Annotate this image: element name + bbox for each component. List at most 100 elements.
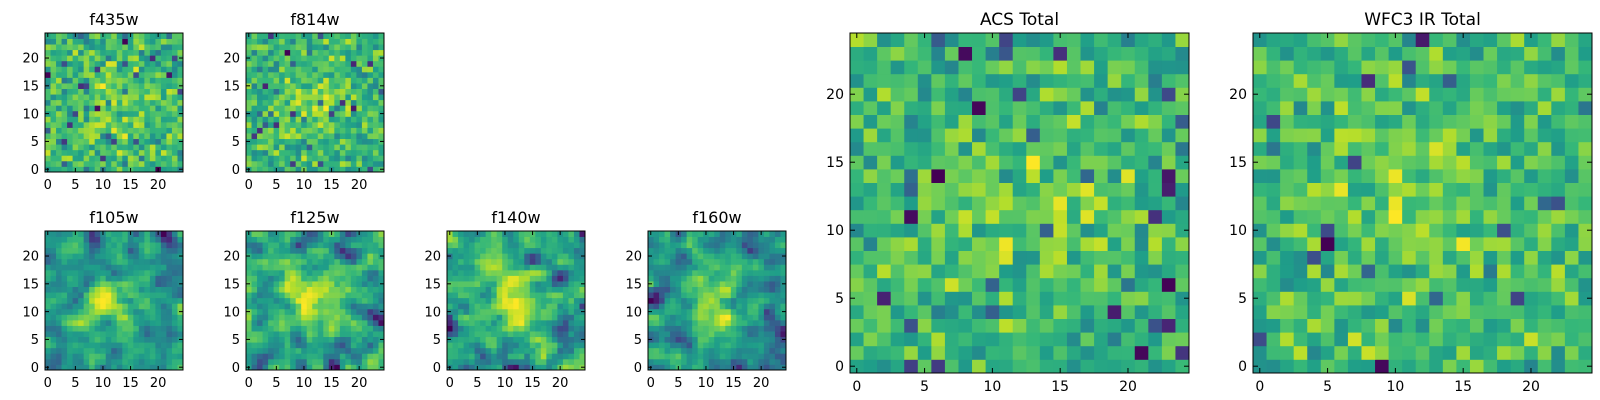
heatmap-cell	[653, 292, 660, 299]
heatmap-cell	[507, 286, 514, 293]
heatmap-cell	[1148, 264, 1163, 279]
heatmap-cell	[116, 44, 123, 51]
heatmap-cell	[1469, 305, 1484, 319]
heatmap-cell	[105, 347, 112, 354]
heatmap-cell	[890, 46, 905, 61]
heatmap-cell	[774, 303, 781, 310]
heatmap-cell	[378, 358, 385, 365]
heatmap-cell	[67, 269, 73, 276]
heatmap-cell	[144, 133, 151, 140]
heatmap-cell	[367, 286, 374, 293]
heatmap-cell	[166, 264, 173, 271]
heatmap-cell	[653, 281, 660, 287]
heatmap-cell	[917, 291, 932, 306]
heatmap-cell	[972, 209, 986, 224]
heatmap-cell	[160, 314, 167, 321]
heatmap-cell	[61, 269, 68, 276]
heatmap-cell	[1107, 209, 1122, 224]
heatmap-cell	[149, 71, 156, 78]
y-tick-label: 0	[232, 163, 240, 178]
heatmap-cell	[160, 77, 167, 84]
heatmap-cell	[675, 347, 682, 354]
heatmap-cell	[524, 286, 531, 293]
heatmap-cell	[562, 364, 569, 371]
heatmap-cell	[155, 44, 162, 51]
heatmap-cell	[334, 55, 341, 62]
heatmap-cell	[361, 55, 368, 62]
heatmap-cell	[94, 258, 101, 265]
heatmap-cell	[1564, 209, 1579, 224]
heatmap-cell	[1497, 291, 1512, 306]
heatmap-cell	[458, 236, 464, 243]
heatmap-cell	[166, 275, 173, 282]
heatmap-cell	[1012, 155, 1027, 170]
heatmap-cell	[160, 358, 167, 365]
heatmap-cell	[83, 149, 90, 156]
heatmap-cell	[518, 292, 525, 299]
heatmap-cell	[1121, 209, 1136, 224]
heatmap-cell	[758, 331, 765, 338]
heatmap-cell	[246, 127, 252, 134]
heatmap-cell	[290, 353, 297, 360]
heatmap-cell	[345, 66, 352, 73]
heatmap-cell	[133, 353, 140, 360]
heatmap-cell	[485, 342, 492, 349]
heatmap-cell	[89, 297, 96, 304]
heatmap-cell	[138, 110, 145, 117]
heatmap-cell	[670, 353, 676, 360]
heatmap-cell	[452, 258, 459, 265]
heatmap-cell	[1510, 318, 1525, 333]
heatmap-cell	[361, 314, 368, 321]
heatmap-cell	[116, 353, 123, 360]
heatmap-cell	[1161, 141, 1176, 156]
heatmap-cell	[540, 308, 547, 315]
heatmap-cell	[463, 236, 470, 243]
heatmap-cell	[917, 237, 932, 251]
heatmap-cell	[149, 49, 156, 56]
heatmap-cell	[116, 319, 123, 326]
heatmap-cell	[177, 127, 184, 134]
heatmap-cell	[540, 319, 547, 326]
heatmap-cell	[1293, 237, 1308, 251]
heatmap-cell	[562, 303, 569, 310]
heatmap-cell	[372, 116, 379, 123]
heatmap-cell	[273, 138, 280, 145]
heatmap-cell	[1483, 169, 1498, 183]
heatmap-cell	[94, 319, 101, 326]
heatmap-cell	[268, 138, 274, 145]
heatmap-cell	[692, 281, 699, 287]
heatmap-cell	[45, 297, 51, 304]
heatmap-cell	[116, 105, 123, 112]
heatmap-cell	[747, 286, 754, 293]
heatmap-cell	[295, 325, 302, 332]
heatmap-cell	[61, 127, 68, 134]
heatmap-cell	[496, 358, 503, 365]
heatmap-cell	[50, 275, 57, 282]
heatmap-cell	[1415, 169, 1430, 183]
heatmap-cell	[127, 110, 134, 117]
heatmap-cell	[257, 166, 263, 173]
heatmap-cell	[155, 286, 162, 293]
heatmap-cell	[557, 275, 564, 282]
heatmap-cell	[502, 325, 509, 332]
heatmap-cell	[670, 292, 676, 299]
heatmap-cell	[708, 292, 715, 299]
heatmap-cell	[524, 319, 531, 326]
panel-title: ACS Total	[980, 10, 1059, 30]
heatmap-cell	[378, 347, 385, 354]
heatmap-cell	[72, 94, 79, 101]
y-tick-label: 0	[433, 361, 441, 376]
heatmap-cell	[83, 258, 90, 265]
heatmap-cell	[166, 60, 173, 67]
heatmap-cell	[323, 116, 330, 123]
heatmap-cell	[670, 269, 676, 276]
heatmap-cell	[177, 319, 184, 326]
heatmap-cell	[56, 247, 62, 254]
heatmap-cell	[89, 364, 96, 371]
heatmap-cell	[780, 303, 787, 310]
heatmap-cell	[127, 66, 134, 73]
heatmap-cell	[111, 166, 118, 173]
heatmap-cell	[111, 110, 118, 117]
heatmap-cell	[1039, 209, 1054, 224]
heatmap-cell	[485, 331, 492, 338]
